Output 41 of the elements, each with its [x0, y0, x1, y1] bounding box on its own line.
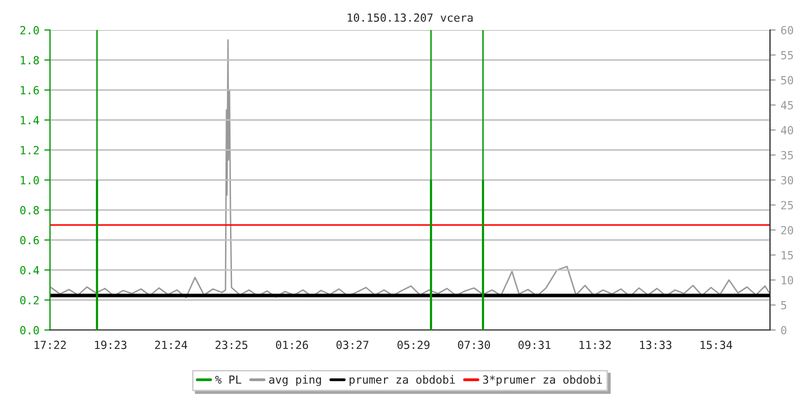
chart-title: 10.150.13.207 vcera	[348, 13, 473, 22]
x-tick-label: 17:22	[34, 340, 66, 349]
y-tick-label: 0.2	[20, 296, 39, 304]
legend-label: prumer za obdobi	[350, 375, 455, 386]
x-tick-label: 07:30	[458, 340, 490, 350]
x-tick-label: 01:26	[276, 340, 308, 350]
y2-tick-label: 45	[780, 101, 793, 110]
y-tick-label: 1.0	[20, 176, 39, 184]
x-tick-label: 15:34	[700, 340, 732, 350]
y2-tick-label: 5	[781, 301, 786, 310]
legend-label: avg ping	[269, 375, 321, 386]
y-tick-label: 0.0	[20, 326, 39, 334]
y-tick-label: 1.4	[20, 116, 40, 124]
y2-tick-label: 20	[781, 226, 794, 234]
y-tick-label: 0.4	[20, 266, 40, 274]
y-tick-label: 0.6	[20, 236, 39, 244]
y-tick-label: 0.8	[20, 206, 39, 214]
y2-tick-label: 55	[781, 51, 793, 60]
x-tick-label: 11:32	[580, 340, 611, 350]
y2-tick-label: 40	[780, 126, 794, 134]
y-tick-label: 1.2	[20, 146, 39, 154]
x-tick-label: 03:27	[336, 340, 368, 350]
y2-tick-label: 35	[781, 151, 793, 160]
x-tick-label: 23:25	[216, 340, 248, 350]
y2-tick-label: 60	[781, 26, 794, 34]
y-tick-label: 1.8	[20, 56, 39, 64]
y-tick-label: 2.0	[20, 26, 39, 34]
y-tick-label: 1.6	[20, 86, 39, 94]
y2-tick-label: 0	[781, 326, 786, 334]
x-tick-label: 21:24	[155, 340, 188, 349]
y2-tick-label: 50	[781, 76, 794, 84]
y2-tick-label: 30	[781, 176, 794, 184]
y2-tick-label: 15	[782, 251, 793, 260]
y2-tick-label: 25	[781, 201, 793, 210]
legend-label: % PL	[215, 376, 242, 384]
y2-tick-label: 10	[782, 276, 794, 284]
x-tick-label: 19:23	[95, 340, 126, 350]
legend-label: 3*prumer za obdobi	[483, 375, 602, 386]
x-tick-label: 13:33	[640, 340, 672, 350]
x-tick-label: 09:31	[518, 340, 550, 350]
x-tick-label: 05:29	[398, 340, 430, 350]
